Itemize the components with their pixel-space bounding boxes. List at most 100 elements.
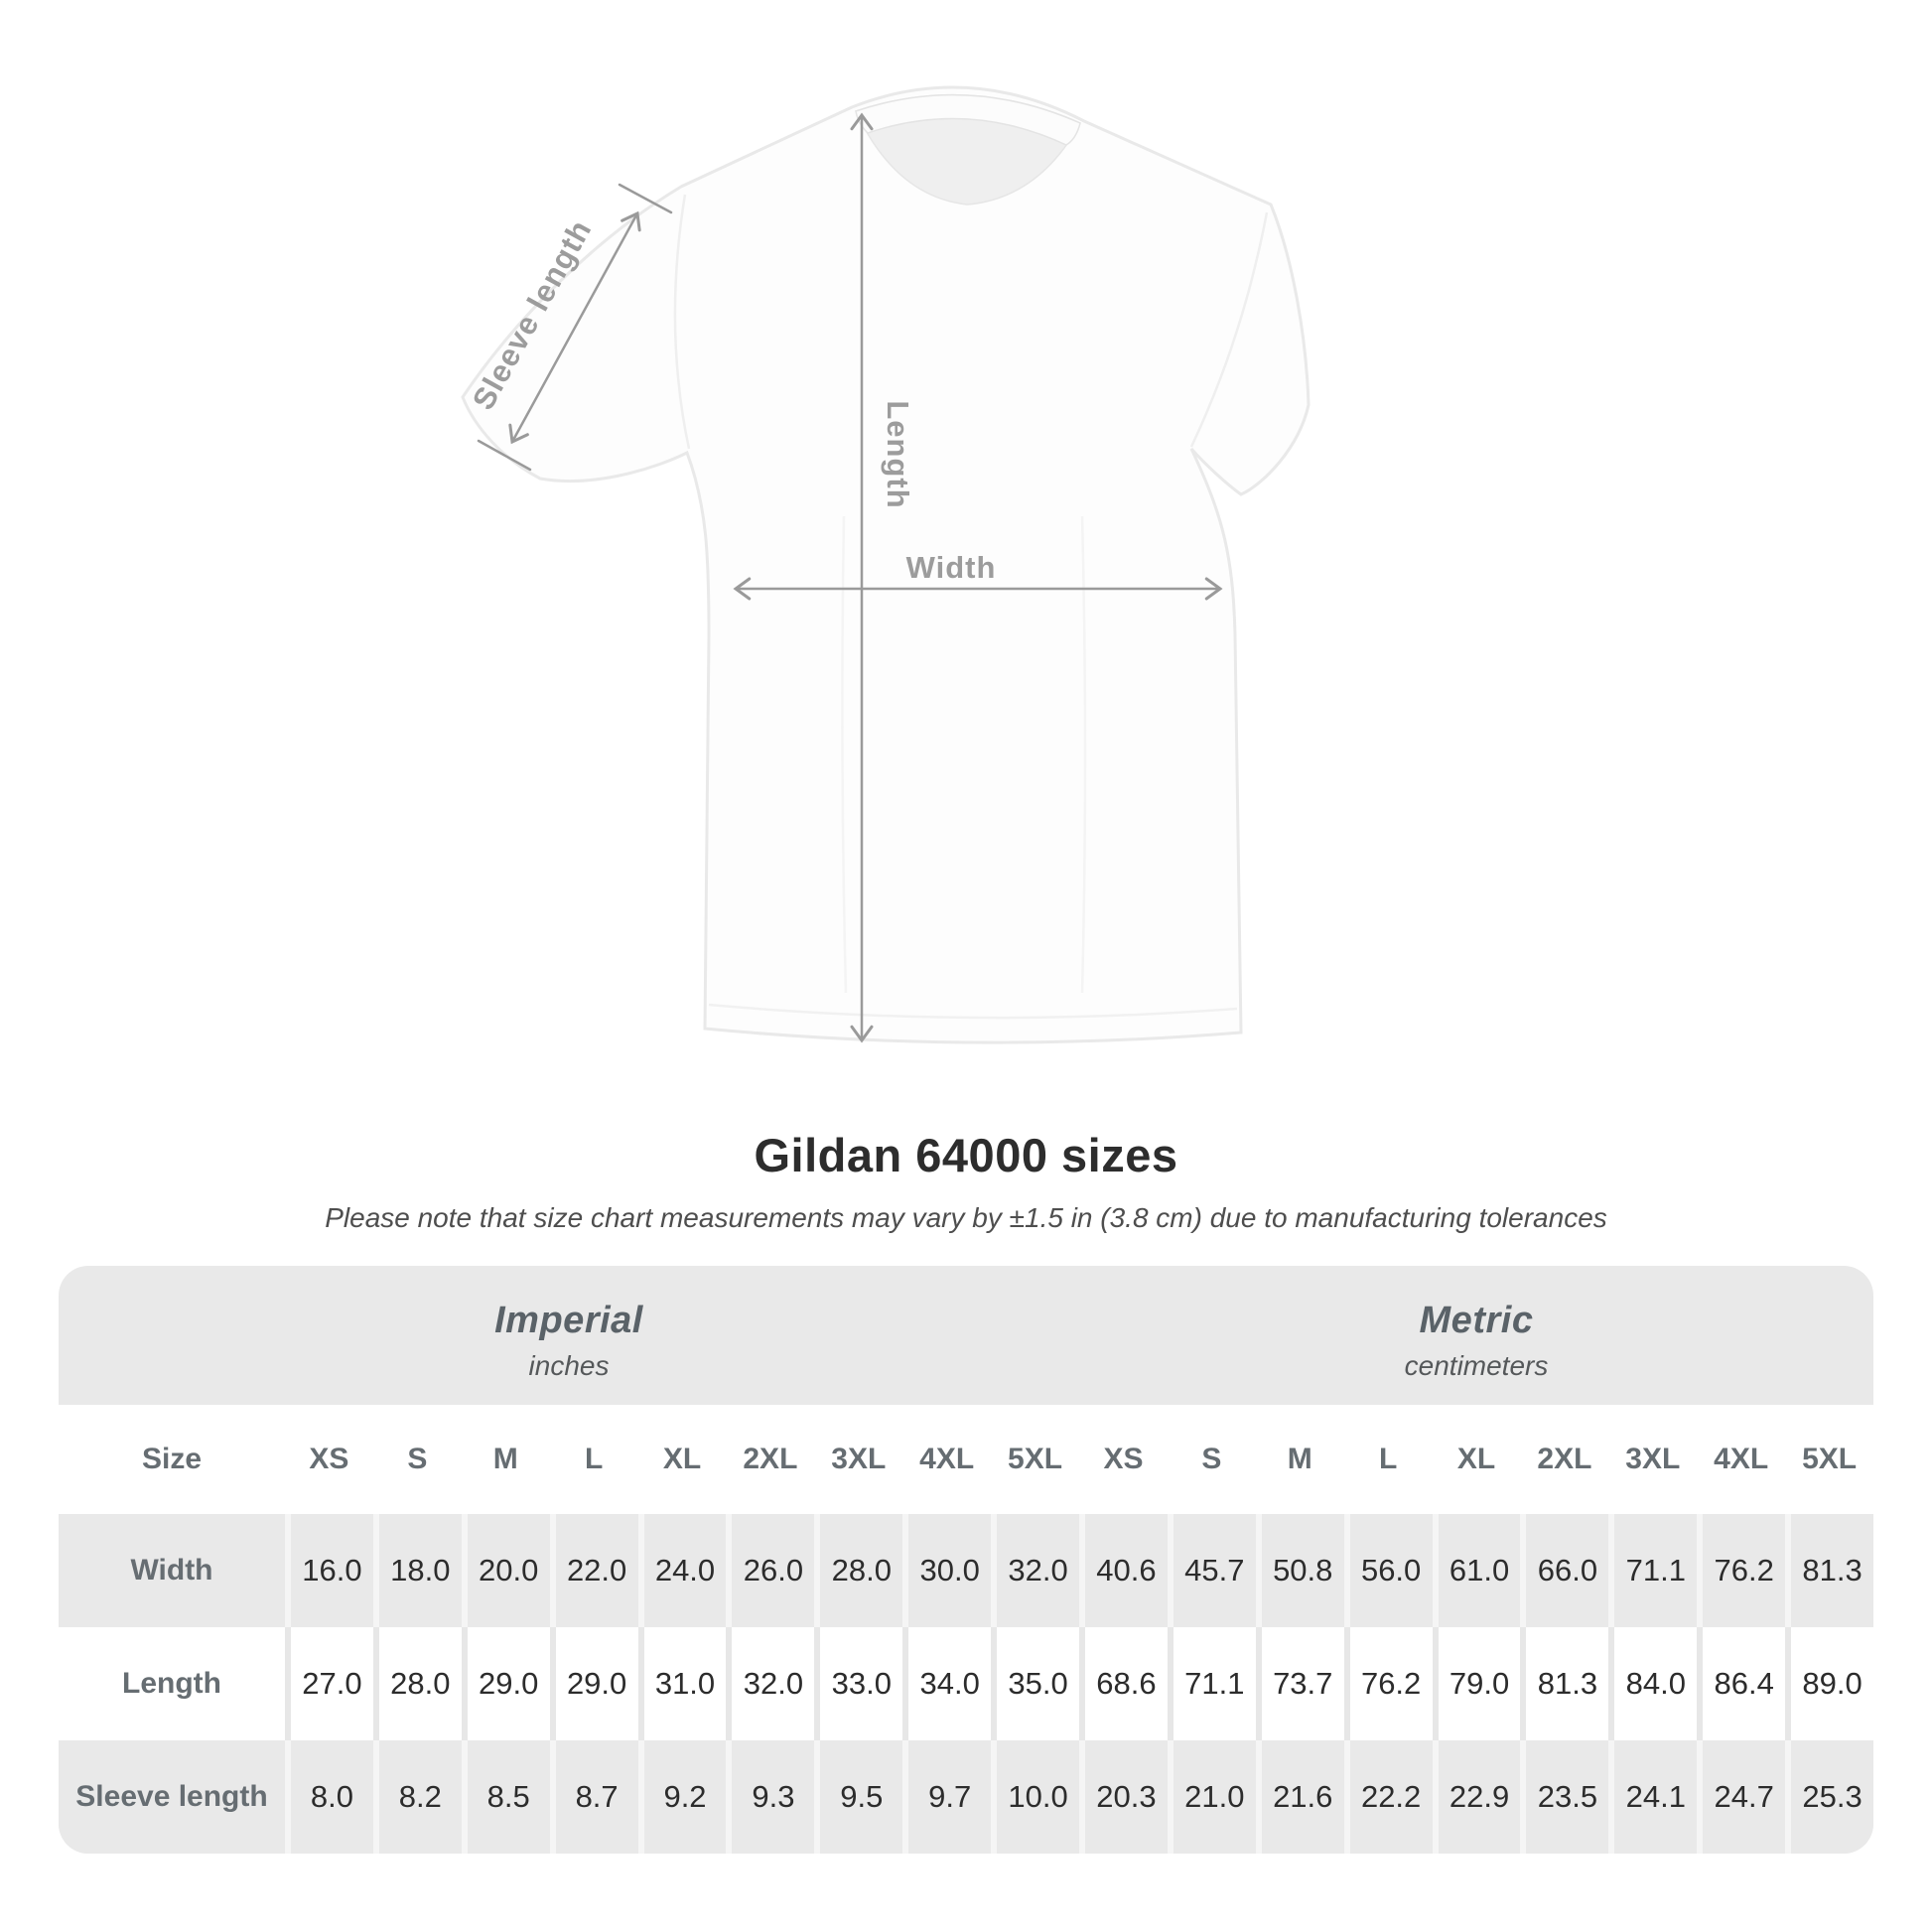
- size-header: 2XL: [743, 1443, 798, 1475]
- tshirt-measurement-figure: Sleeve length Length Width: [461, 85, 1311, 1044]
- imperial-group-title: Imperial: [494, 1299, 643, 1341]
- measurement-value: 56.0: [1343, 1514, 1433, 1627]
- measurement-value: 22.0: [549, 1514, 638, 1627]
- size-header: 5XL: [1008, 1443, 1063, 1475]
- sleeve-length-arrow: [508, 210, 641, 445]
- metric-group-header: Metric centimeters: [1079, 1266, 1873, 1405]
- measurement-value: 20.3: [1079, 1740, 1168, 1854]
- measurement-value: 40.6: [1079, 1514, 1168, 1627]
- measurement-value: 33.0: [814, 1627, 902, 1740]
- measurement-value: 16.0: [285, 1514, 373, 1627]
- size-header-row: Size XS S M L XL 2XL 3XL 4XL 5XL XS S M L XL 2XL 3XL 4XL…: [59, 1405, 1873, 1514]
- imperial-group-header: Imperial inches: [59, 1266, 1079, 1405]
- measurement-value: 29.0: [549, 1627, 638, 1740]
- measurement-value: 24.7: [1697, 1740, 1785, 1854]
- measurement-value: 32.0: [726, 1627, 814, 1740]
- measurement-value: 29.0: [461, 1627, 550, 1740]
- size-header: XS: [1103, 1443, 1144, 1475]
- measurement-value: 22.9: [1432, 1740, 1521, 1854]
- size-header: L: [1378, 1443, 1398, 1475]
- sleeve-arrow-bottom-tick: [477, 439, 532, 472]
- measurement-value: 81.3: [1520, 1627, 1608, 1740]
- metric-group-title: Metric: [1419, 1299, 1534, 1341]
- size-header: 3XL: [1625, 1443, 1681, 1475]
- measurement-row-label: Width: [130, 1554, 213, 1587]
- measurement-value: 8.2: [372, 1740, 462, 1854]
- size-header: M: [492, 1443, 518, 1475]
- length-label: Length: [881, 400, 915, 508]
- sleeve-arrow-top-tick: [618, 183, 673, 214]
- size-header: 5XL: [1802, 1443, 1858, 1475]
- measurement-value: 21.6: [1255, 1740, 1344, 1854]
- measurement-value: 20.0: [461, 1514, 550, 1627]
- size-header: 3XL: [831, 1443, 887, 1475]
- measurement-value: 9.2: [637, 1740, 727, 1854]
- left-sleeve-seam: [673, 194, 691, 450]
- measurement-value: 9.5: [814, 1740, 902, 1854]
- size-header: XL: [1456, 1443, 1496, 1475]
- measurement-value: 79.0: [1432, 1627, 1521, 1740]
- measurement-value: 28.0: [814, 1514, 902, 1627]
- imperial-group-unit: inches: [528, 1349, 610, 1381]
- size-header: 2XL: [1537, 1443, 1592, 1475]
- measurement-value: 35.0: [991, 1627, 1079, 1740]
- size-header: S: [407, 1443, 428, 1475]
- metric-group-unit: centimeters: [1404, 1349, 1549, 1381]
- measurement-value: 30.0: [902, 1514, 991, 1627]
- hem-stitch: [708, 1003, 1238, 1020]
- measurement-value: 21.0: [1167, 1740, 1256, 1854]
- measurement-value: 24.1: [1608, 1740, 1697, 1854]
- size-header: L: [584, 1443, 604, 1475]
- tshirt-diagram-svg: Sleeve length Length Width: [461, 85, 1311, 1044]
- measurement-value: 9.3: [726, 1740, 814, 1854]
- measurement-value: 81.3: [1785, 1514, 1873, 1627]
- measurement-value: 71.1: [1167, 1627, 1256, 1740]
- size-header: S: [1201, 1443, 1222, 1475]
- measurement-value: 84.0: [1608, 1627, 1697, 1740]
- measurement-value: 18.0: [372, 1514, 462, 1627]
- measurement-value: 24.0: [637, 1514, 727, 1627]
- measurement-value: 31.0: [637, 1627, 727, 1740]
- measurement-value: 71.1: [1608, 1514, 1697, 1627]
- measurement-value: 10.0: [991, 1740, 1079, 1854]
- size-header: XS: [309, 1443, 349, 1475]
- measurement-value: 50.8: [1255, 1514, 1344, 1627]
- measurement-value: 22.2: [1343, 1740, 1433, 1854]
- measurement-value: 73.7: [1255, 1627, 1344, 1740]
- measurement-value: 23.5: [1520, 1740, 1608, 1854]
- measurement-value: 34.0: [902, 1627, 991, 1740]
- measurement-value: 32.0: [991, 1514, 1079, 1627]
- measurement-value: 26.0: [726, 1514, 814, 1627]
- measurement-value: 8.5: [461, 1740, 550, 1854]
- table-row-sleeve-length: Sleeve length 8.0 8.2 8.5 8.7 9.2 9.3 9.5 9.7 10.…: [59, 1740, 1873, 1854]
- tshirt-graphic: [461, 85, 1311, 1044]
- measurement-value: 8.0: [285, 1740, 373, 1854]
- measurement-value: 86.4: [1697, 1627, 1785, 1740]
- size-table: Imperial inches Metric centimeters Size …: [59, 1266, 1873, 1854]
- unit-group-row: Imperial inches Metric centimeters: [59, 1266, 1873, 1405]
- measurement-row-label: Length: [122, 1667, 221, 1700]
- page-subtitle: Please note that size chart measurements…: [325, 1202, 1607, 1233]
- measurement-value: 76.2: [1697, 1514, 1785, 1627]
- measurement-value: 89.0: [1785, 1627, 1873, 1740]
- measurement-value: 25.3: [1785, 1740, 1873, 1854]
- size-header: 4XL: [919, 1443, 975, 1475]
- measurement-value: 8.7: [549, 1740, 638, 1854]
- measurement-value: 45.7: [1167, 1514, 1256, 1627]
- measurement-value: 27.0: [285, 1627, 373, 1740]
- page-title: Gildan 64000 sizes: [754, 1129, 1178, 1181]
- size-column-header: Size: [141, 1443, 203, 1475]
- table-row-length: Length 27.0 28.0 29.0 29.0 31.0 32.0 33.0 34.0 35…: [59, 1627, 1873, 1740]
- size-header: M: [1287, 1443, 1312, 1475]
- width-label: Width: [906, 550, 997, 585]
- measurement-row-label: Sleeve length: [75, 1780, 268, 1813]
- measurement-arrows: [477, 112, 1223, 1043]
- measurement-value: 76.2: [1343, 1627, 1433, 1740]
- measurement-value: 61.0: [1432, 1514, 1521, 1627]
- size-header: 4XL: [1714, 1443, 1769, 1475]
- measurement-value: 9.7: [902, 1740, 991, 1854]
- measurement-value: 66.0: [1520, 1514, 1608, 1627]
- measurement-value: 68.6: [1079, 1627, 1168, 1740]
- measurement-value: 28.0: [372, 1627, 462, 1740]
